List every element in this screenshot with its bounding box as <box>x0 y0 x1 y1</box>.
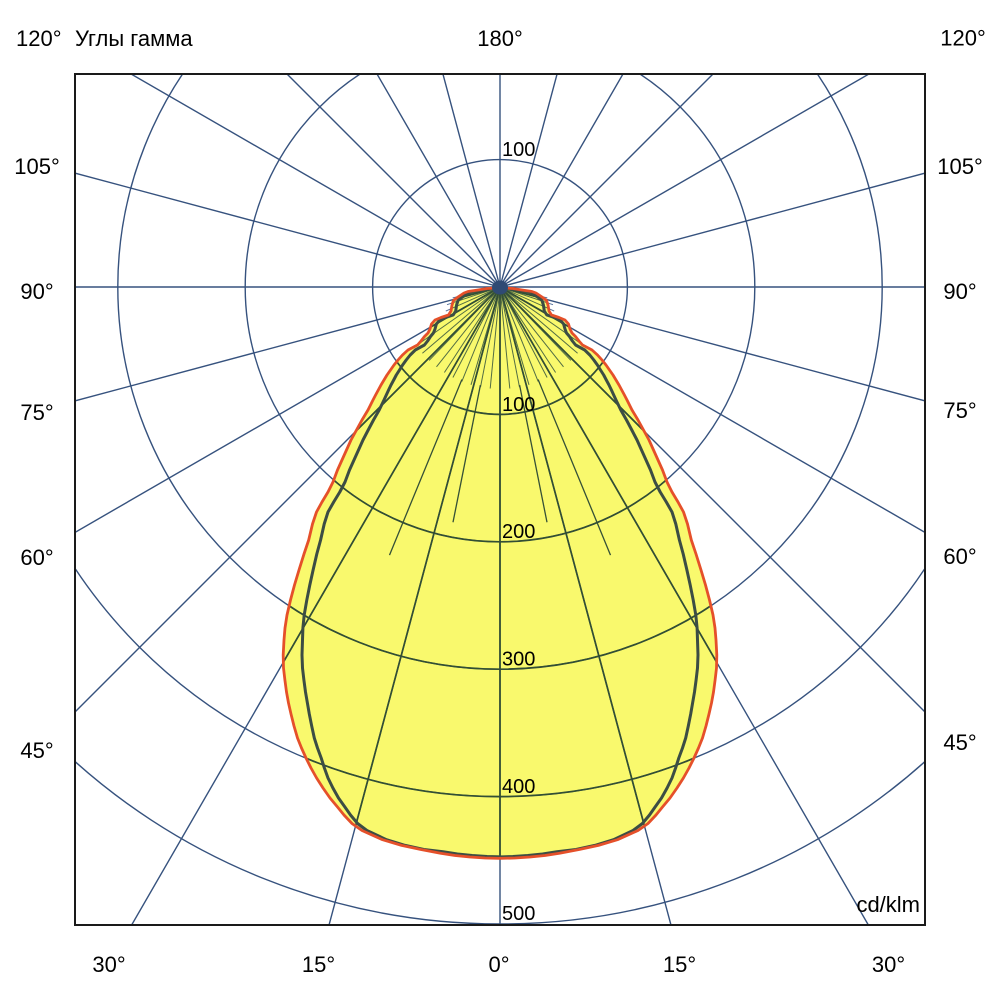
svg-text:100: 100 <box>502 139 535 161</box>
svg-text:15°: 15° <box>302 952 335 977</box>
svg-text:180°: 180° <box>477 26 523 51</box>
svg-text:Углы гамма: Углы гамма <box>75 26 193 51</box>
svg-text:30°: 30° <box>872 952 905 977</box>
svg-text:15°: 15° <box>663 952 696 977</box>
svg-text:500: 500 <box>502 903 535 925</box>
svg-text:60°: 60° <box>943 544 976 569</box>
svg-text:75°: 75° <box>943 398 976 423</box>
svg-text:300: 300 <box>502 649 535 671</box>
svg-text:105°: 105° <box>14 154 60 179</box>
svg-text:90°: 90° <box>943 279 976 304</box>
svg-text:400: 400 <box>502 776 535 798</box>
svg-text:120°: 120° <box>16 26 62 51</box>
svg-text:0°: 0° <box>488 952 509 977</box>
svg-text:45°: 45° <box>20 738 53 763</box>
svg-text:100: 100 <box>502 394 535 416</box>
svg-text:45°: 45° <box>943 730 976 755</box>
svg-text:30°: 30° <box>92 952 125 977</box>
svg-text:60°: 60° <box>20 545 53 570</box>
svg-text:90°: 90° <box>20 279 53 304</box>
svg-text:200: 200 <box>502 521 535 543</box>
svg-text:75°: 75° <box>20 400 53 425</box>
svg-text:120°: 120° <box>940 26 986 51</box>
svg-text:cd/klm: cd/klm <box>856 892 920 917</box>
svg-text:105°: 105° <box>937 154 983 179</box>
